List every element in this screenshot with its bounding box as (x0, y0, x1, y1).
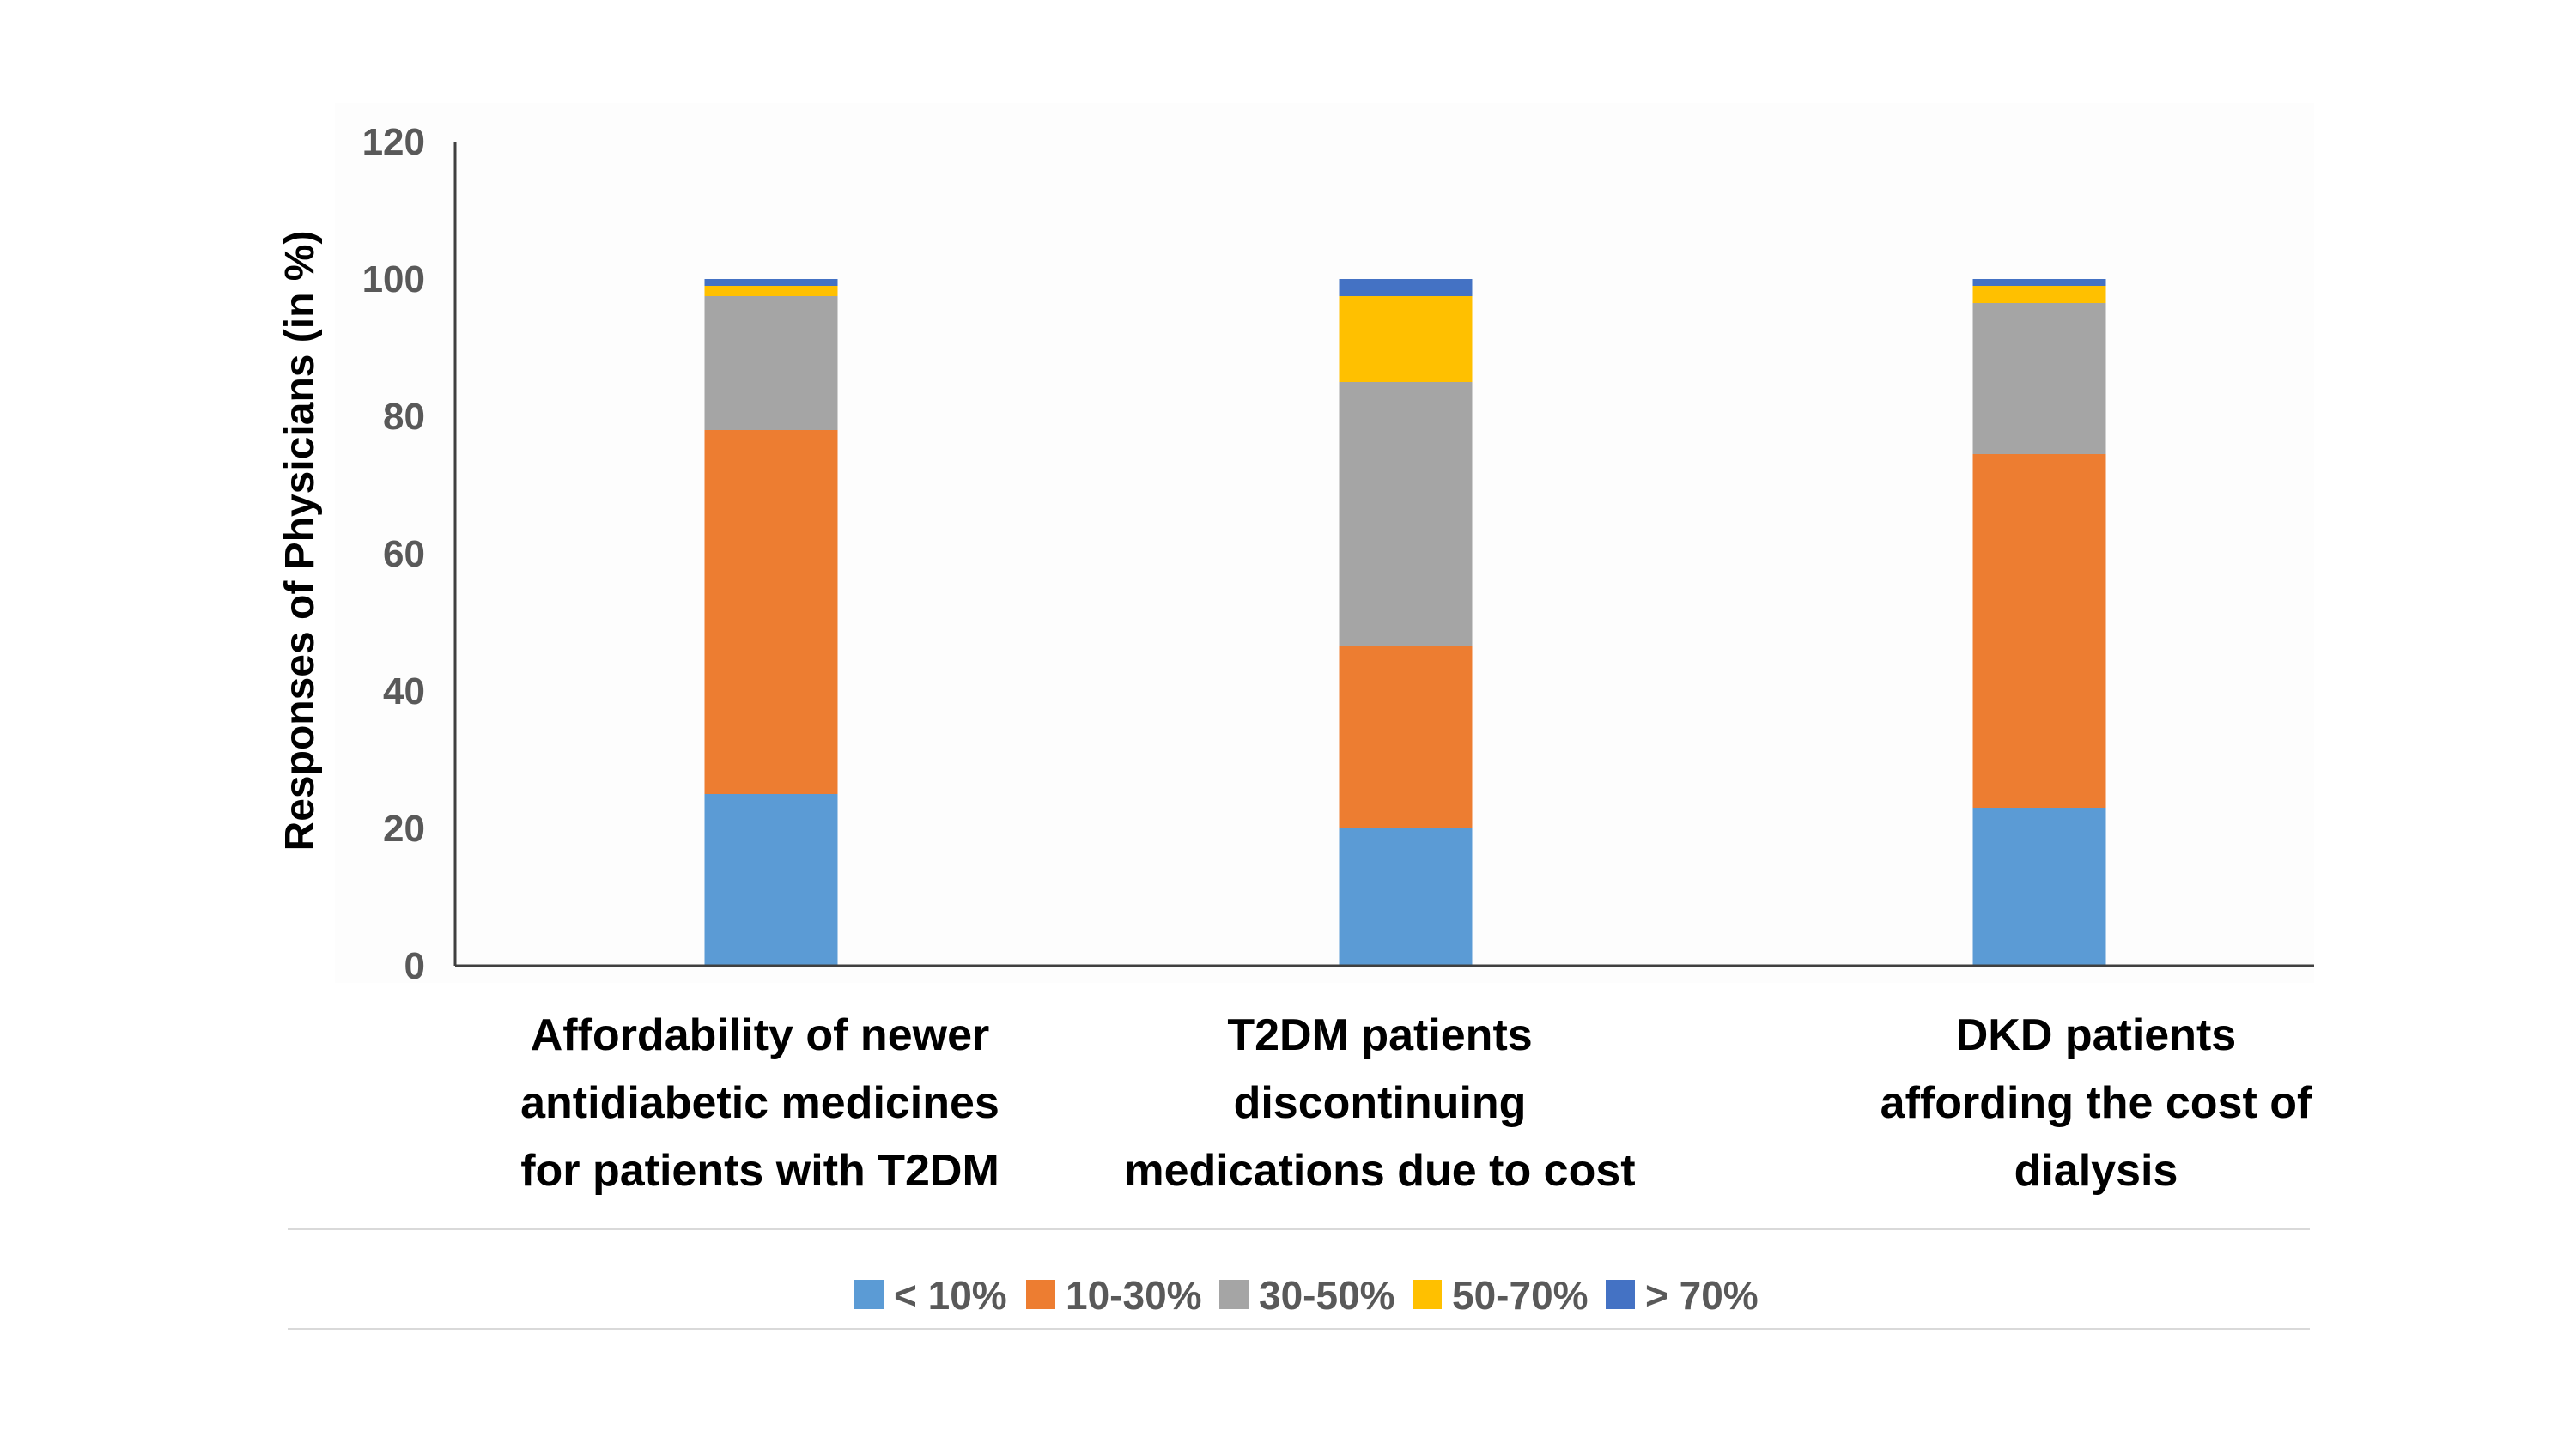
bar-segment (1972, 286, 2106, 303)
bar-segment (704, 279, 838, 286)
bar-segment (1972, 808, 2106, 966)
bar-segment (1339, 296, 1473, 382)
bars (704, 279, 2106, 966)
y-tick-label: 40 (383, 670, 425, 712)
bar-segment (1339, 828, 1473, 966)
legend-label: < 10% (894, 1273, 1007, 1318)
x-category-label-line: medications due to cost (1124, 1146, 1635, 1196)
x-category-label-line: Affordability of newer (531, 1010, 989, 1060)
y-tick-label: 120 (362, 121, 425, 163)
x-category-label-line: discontinuing (1234, 1078, 1527, 1128)
x-category-label-line: T2DM patients (1227, 1010, 1532, 1060)
legend: < 10% 10-30% 30-50% 50-70% > 70% (854, 1273, 1759, 1318)
legend-label: 30-50% (1259, 1273, 1395, 1318)
bar-segment (1972, 303, 2106, 454)
legend-label: 10-30% (1066, 1273, 1202, 1318)
bar-segment (1972, 454, 2106, 808)
x-category-label-line: antidiabetic medicines (520, 1078, 999, 1128)
x-category-label-line: for patients with T2DM (520, 1146, 999, 1196)
legend-label: 50-70% (1452, 1273, 1589, 1318)
y-tick-label: 20 (383, 808, 425, 850)
legend-swatch (1413, 1280, 1442, 1309)
legend-swatch (1606, 1280, 1635, 1309)
y-tick-label: 60 (383, 533, 425, 575)
y-tick-label: 0 (404, 945, 425, 987)
legend-swatch (1026, 1280, 1055, 1309)
x-category-label-line: affording the cost of (1880, 1078, 2312, 1128)
x-category-label-line: dialysis (2014, 1146, 2178, 1196)
x-category-label-line: DKD patients (1956, 1010, 2236, 1060)
x-axis-category-labels: Affordability of newer antidiabetic medic… (520, 1010, 2312, 1196)
y-axis-title: Responses of Physicians (in %) (277, 231, 323, 852)
y-axis-ticks: 0 20 40 60 80 100 120 (362, 121, 425, 987)
legend-swatch (854, 1280, 884, 1309)
bar-segment (1339, 382, 1473, 646)
y-tick-label: 80 (383, 396, 425, 438)
bar-segment (704, 794, 838, 966)
bar-segment (1339, 646, 1473, 828)
bar-segment (704, 430, 838, 794)
y-tick-label: 100 (362, 258, 425, 300)
bar-segment (704, 286, 838, 296)
bar-segment (1972, 279, 2106, 286)
bar-segment (1339, 279, 1473, 296)
legend-swatch (1219, 1280, 1249, 1309)
legend-label: > 70% (1645, 1273, 1759, 1318)
bar-segment (704, 296, 838, 430)
